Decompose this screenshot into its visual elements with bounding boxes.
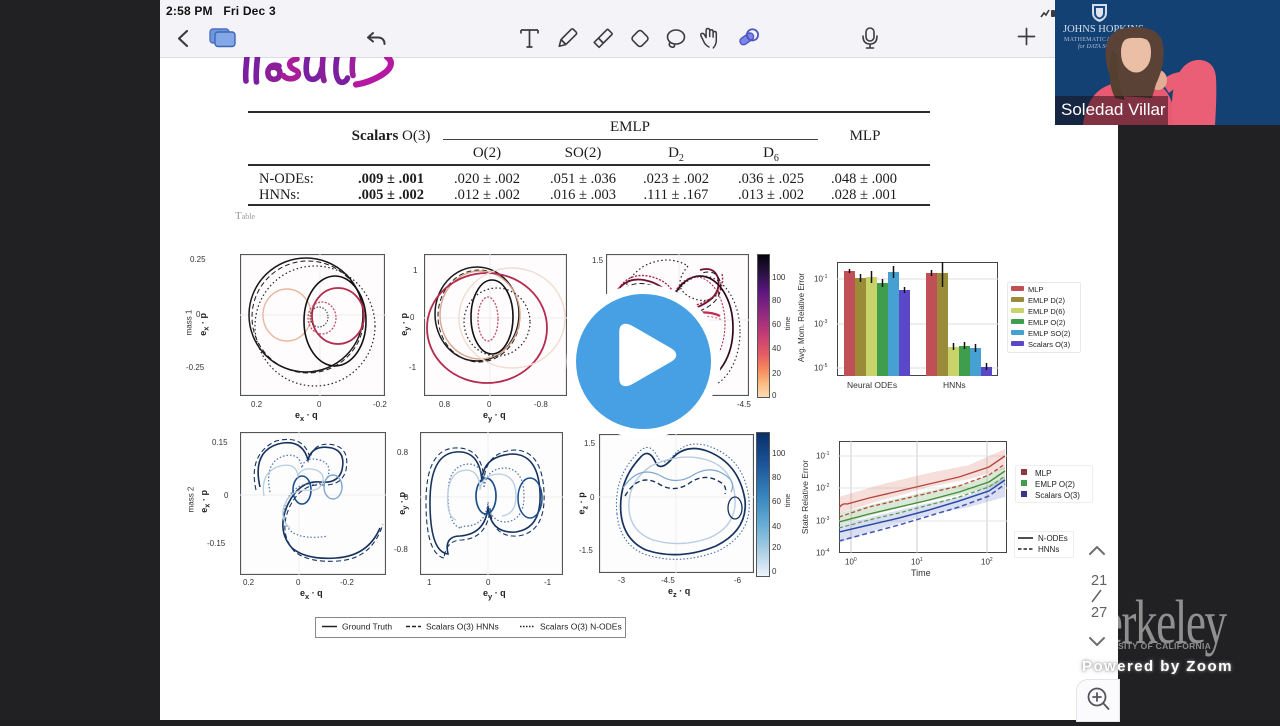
svg-text:for DATA SCIE: for DATA SCIE xyxy=(1078,43,1115,50)
svg-text:JOHNS HOPKINS: JOHNS HOPKINS xyxy=(1063,24,1144,35)
svg-text:EMLP SO(2): EMLP SO(2) xyxy=(1028,329,1071,338)
svg-text:MATHEMATICAL INS: MATHEMATICAL INS xyxy=(1064,37,1127,43)
svg-text:HNNs: HNNs xyxy=(1038,545,1059,554)
svg-text:27: 27 xyxy=(1091,605,1107,621)
svg-text:MLP: MLP xyxy=(1035,469,1051,478)
svg-text:EMLP D(2): EMLP D(2) xyxy=(1028,296,1065,305)
svg-text:EMLP O(2): EMLP O(2) xyxy=(1035,480,1075,489)
svg-text:Scalars O(3) N-ODEs: Scalars O(3) N-ODEs xyxy=(540,622,622,632)
svg-text:Scalars O(3) HNNs: Scalars O(3) HNNs xyxy=(426,622,499,632)
svg-text:EMLP D(6): EMLP D(6) xyxy=(1028,307,1065,316)
svg-text:N-ODEs: N-ODEs xyxy=(1038,534,1068,543)
svg-text:21: 21 xyxy=(1091,573,1107,589)
svg-text:Ground Truth: Ground Truth xyxy=(342,622,392,632)
svg-text:EMLP O(2): EMLP O(2) xyxy=(1028,318,1066,327)
svg-text:Scalars O(3): Scalars O(3) xyxy=(1028,340,1071,349)
svg-text:MLP: MLP xyxy=(1028,285,1043,294)
svg-text:Scalars O(3): Scalars O(3) xyxy=(1035,491,1080,500)
